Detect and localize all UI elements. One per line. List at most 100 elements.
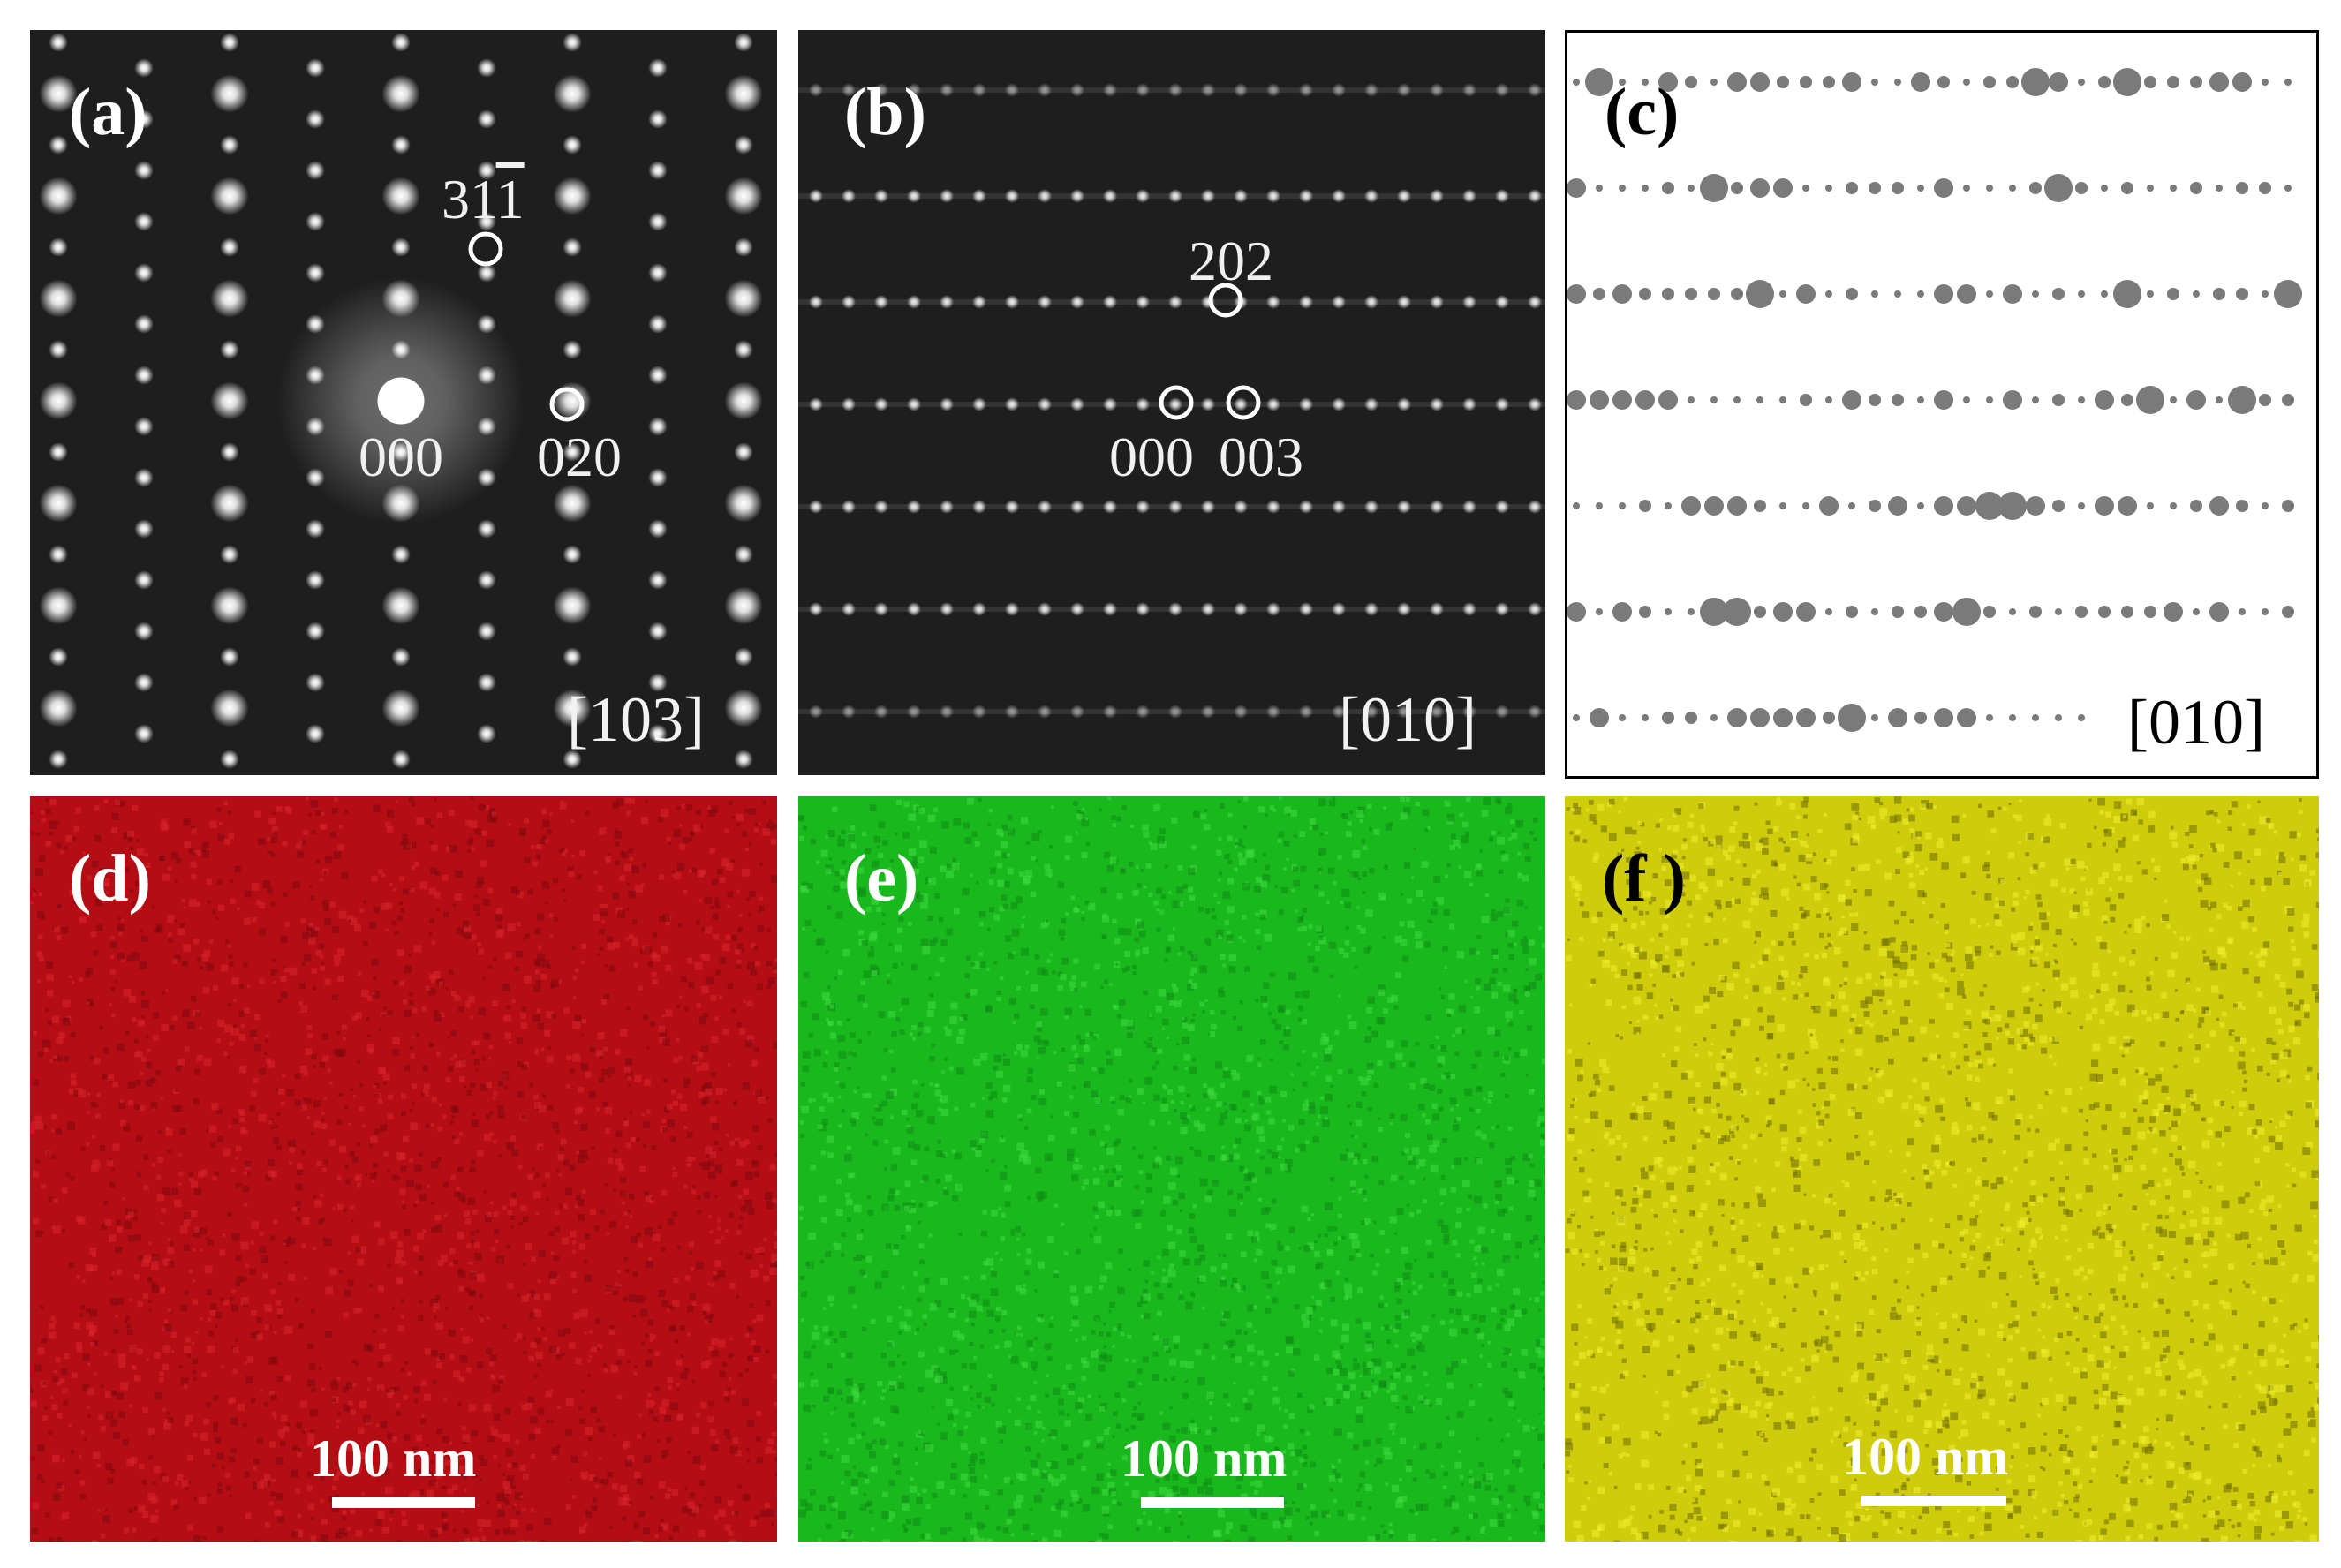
map-pixel: [215, 1038, 221, 1044]
map-pixel: [738, 926, 744, 931]
map-pixel: [497, 1509, 505, 1518]
map-pixel: [936, 1422, 940, 1426]
map-pixel: [504, 1032, 512, 1039]
map-pixel: [599, 827, 607, 835]
map-pixel: [231, 1027, 239, 1036]
map-pixel: [437, 1126, 442, 1132]
map-pixel: [1287, 1535, 1293, 1541]
map-pixel: [1211, 1355, 1216, 1361]
map-pixel: [30, 1129, 34, 1135]
map-pixel: [366, 1044, 375, 1052]
map-pixel: [1087, 902, 1096, 911]
map-pixel: [412, 1083, 418, 1089]
map-pixel: [270, 836, 277, 843]
map-pixel: [1200, 813, 1207, 820]
map-pixel: [321, 900, 328, 907]
map-pixel: [614, 1048, 621, 1055]
simulated-spot: [1567, 178, 1586, 198]
simulated-spot: [1846, 606, 1858, 618]
map-pixel: [410, 1053, 415, 1059]
map-pixel: [1257, 1057, 1261, 1060]
map-pixel: [263, 1474, 271, 1481]
map-pixel: [597, 1031, 605, 1039]
map-pixel: [320, 1534, 328, 1542]
map-pixel: [1227, 1403, 1231, 1407]
map-pixel: [1211, 908, 1215, 912]
map-pixel: [430, 1349, 438, 1357]
map-pixel: [109, 941, 117, 949]
map-pixel: [1279, 1516, 1286, 1524]
map-pixel: [1172, 1474, 1179, 1481]
map-pixel: [744, 1139, 750, 1145]
map-pixel: [49, 1396, 54, 1399]
map-pixel: [652, 932, 658, 938]
map-pixel: [679, 1104, 688, 1112]
map-pixel: [413, 1164, 422, 1172]
map-pixel: [1312, 1052, 1318, 1058]
map-pixel: [1109, 983, 1113, 986]
map-pixel: [614, 828, 619, 833]
map-pixel: [36, 951, 43, 957]
map-pixel: [1494, 1200, 1499, 1205]
map-pixel: [1089, 1540, 1095, 1542]
map-pixel: [542, 819, 550, 828]
map-pixel: [603, 1368, 608, 1373]
map-pixel: [434, 1014, 442, 1021]
map-pixel: [1133, 1406, 1137, 1411]
map-pixel: [502, 1205, 507, 1210]
map-pixel: [1484, 893, 1489, 898]
map-pixel: [578, 1086, 585, 1093]
map-pixel: [51, 1454, 60, 1463]
map-pixel: [78, 1089, 86, 1098]
map-pixel: [1401, 1496, 1408, 1502]
map-pixel: [1113, 1327, 1117, 1331]
map-pixel: [193, 939, 200, 945]
map-pixel: [1148, 1037, 1153, 1042]
map-pixel: [623, 1117, 627, 1121]
map-pixel: [1032, 1540, 1038, 1542]
map-pixel: [1476, 1437, 1480, 1441]
map-pixel: [1064, 1111, 1070, 1117]
map-pixel: [494, 1529, 500, 1535]
map-pixel: [1207, 1189, 1213, 1195]
map-pixel: [824, 1338, 830, 1346]
map-pixel: [590, 1348, 594, 1353]
map-pixel: [533, 1190, 541, 1198]
map-pixel: [819, 1450, 827, 1457]
map-pixel: [639, 1309, 648, 1317]
map-pixel: [503, 1014, 512, 1022]
map-pixel: [1415, 1504, 1423, 1511]
map-pixel: [841, 1109, 846, 1113]
map-pixel: [1010, 902, 1018, 909]
map-pixel: [993, 1065, 999, 1071]
map-pixel: [107, 1074, 114, 1082]
map-pixel: [1356, 906, 1360, 909]
map-pixel: [1292, 1088, 1295, 1091]
map-pixel: [605, 856, 612, 862]
map-pixel: [129, 1404, 133, 1408]
map-pixel: [1299, 831, 1306, 837]
map-pixel: [268, 1308, 273, 1312]
map-pixel: [1377, 1059, 1383, 1067]
map-pixel: [328, 1139, 336, 1146]
map-pixel: [1170, 1099, 1174, 1104]
map-pixel: [892, 1249, 899, 1255]
map-pixel: [88, 1331, 94, 1337]
map-pixel: [487, 814, 496, 823]
map-pixel: [493, 1413, 501, 1421]
map-pixel: [1007, 868, 1014, 875]
map-pixel: [583, 1475, 587, 1480]
map-pixel: [1284, 806, 1291, 814]
map-pixel: [1173, 927, 1176, 931]
map-pixel: [545, 1172, 550, 1179]
map-pixel: [244, 1007, 250, 1014]
map-pixel: [1475, 1130, 1482, 1137]
panel-c-label: (c): [1605, 75, 1680, 149]
simulated-spot: [2228, 386, 2256, 414]
map-pixel: [37, 1051, 44, 1058]
map-pixel: [188, 1175, 194, 1181]
simulated-spot: [1688, 396, 1695, 403]
diffraction-spot: [1364, 602, 1378, 616]
map-pixel: [270, 1356, 278, 1364]
map-pixel: [217, 1482, 223, 1488]
